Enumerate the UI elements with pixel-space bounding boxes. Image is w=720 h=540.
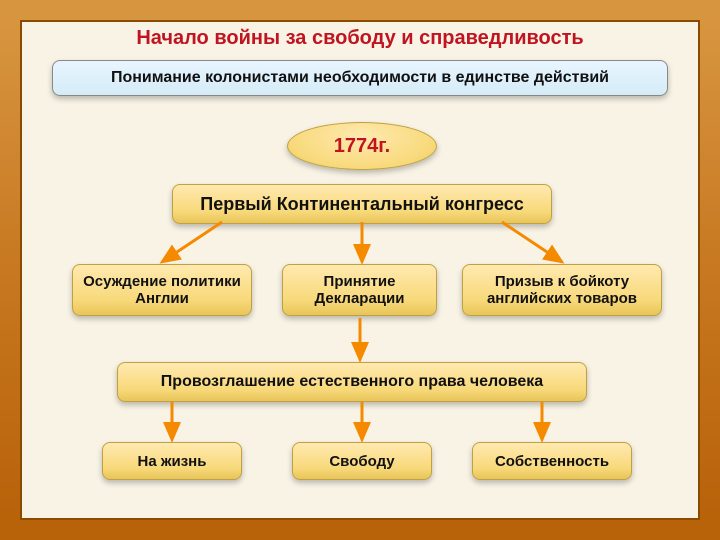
year-ellipse: 1774г. bbox=[287, 122, 437, 170]
node-liberty: Свободу bbox=[292, 442, 432, 480]
node-condemn: Осуждение политики Англии bbox=[72, 264, 252, 316]
node-natural-rights: Провозглашение естественного права челов… bbox=[117, 362, 587, 402]
slide-title: Начало войны за свободу и справедливость bbox=[22, 27, 698, 50]
node-congress: Первый Континентальный конгресс bbox=[172, 184, 552, 224]
node-life: На жизнь bbox=[102, 442, 242, 480]
node-declaration: Принятие Декларации bbox=[282, 264, 437, 316]
slide-frame: Начало войны за свободу и справедливость… bbox=[0, 0, 720, 540]
slide-canvas: Начало войны за свободу и справедливость… bbox=[20, 20, 700, 520]
year-label: 1774г. bbox=[334, 135, 390, 158]
node-boycott: Призыв к бойкоту английских товаров bbox=[462, 264, 662, 316]
node-property: Собственность bbox=[472, 442, 632, 480]
banner-understanding: Понимание колонистами необходимости в ед… bbox=[52, 60, 668, 96]
